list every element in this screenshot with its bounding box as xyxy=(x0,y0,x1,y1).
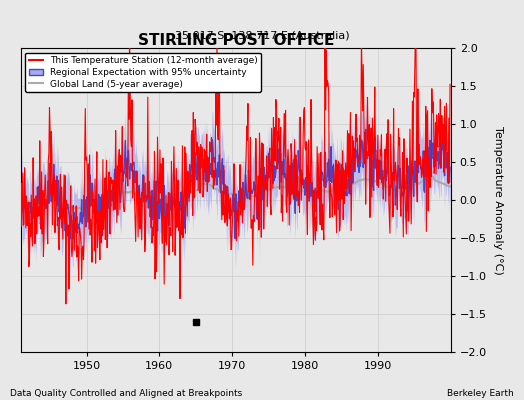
Text: Berkeley Earth: Berkeley Earth xyxy=(447,389,514,398)
Y-axis label: Temperature Anomaly (°C): Temperature Anomaly (°C) xyxy=(494,126,504,274)
Text: Data Quality Controlled and Aligned at Breakpoints: Data Quality Controlled and Aligned at B… xyxy=(10,389,243,398)
Title: STIRLING POST OFFICE: STIRLING POST OFFICE xyxy=(138,33,334,48)
Text: 35.017 S, 138.717 E (Australia): 35.017 S, 138.717 E (Australia) xyxy=(174,30,350,40)
Legend: This Temperature Station (12-month average), Regional Expectation with 95% uncer: This Temperature Station (12-month avera… xyxy=(26,52,261,92)
